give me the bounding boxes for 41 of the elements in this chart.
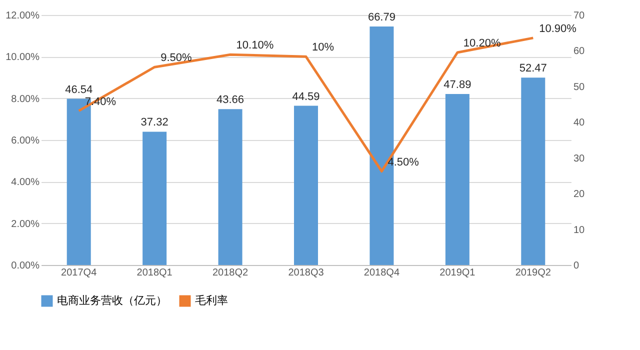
data-label: 10.20% [463,38,501,50]
bar [521,78,546,265]
bar [218,109,242,265]
bar [445,94,470,265]
data-label: 46.54 [65,84,93,96]
y-tick-label: 0.00% [11,260,40,272]
y2-tick-label: 30 [574,153,586,164]
data-label: 9.50% [160,52,192,64]
y2-tick-label: 70 [574,10,586,22]
data-label: 37.32 [140,116,168,129]
bar [294,106,318,265]
y2-tick-label: 10 [574,224,586,236]
y2-tick-label: 20 [574,189,586,200]
y-tick-label: 12.00% [6,10,40,22]
y2-tick-label: 40 [574,118,586,129]
x-tick-label: 2019Q2 [515,268,552,278]
x-tick-label: 2018Q1 [136,268,173,278]
legend-label: 电商业务营收（亿元） [57,294,167,307]
data-label: 66.79 [368,11,396,24]
data-label: 10% [312,42,334,54]
y2-tick-label: 0 [574,260,580,272]
data-label: 43.66 [216,94,244,106]
data-label: 44.59 [292,90,320,103]
y2-tick-label: 60 [574,46,586,58]
data-label: 10.90% [539,22,577,35]
y-tick-label: 10.00% [6,52,40,64]
y-tick-label: 6.00% [11,136,40,146]
y-tick-label: 2.00% [11,218,40,230]
data-label: 10.10% [236,40,274,52]
x-tick-label: 2017Q4 [61,268,98,278]
data-label: 47.89 [444,78,472,91]
bar [142,132,167,265]
data-label: 52.47 [519,62,547,75]
y-tick-label: 8.00% [11,94,40,105]
y-tick-label: 4.00% [11,177,40,188]
legend-label: 毛利率 [195,294,228,307]
x-tick-label: 2018Q2 [212,268,249,278]
x-tick-label: 2019Q1 [440,268,476,278]
y2-tick-label: 50 [574,82,586,93]
x-tick-label: 2018Q3 [288,268,324,278]
x-tick-label: 2018Q4 [364,268,400,278]
